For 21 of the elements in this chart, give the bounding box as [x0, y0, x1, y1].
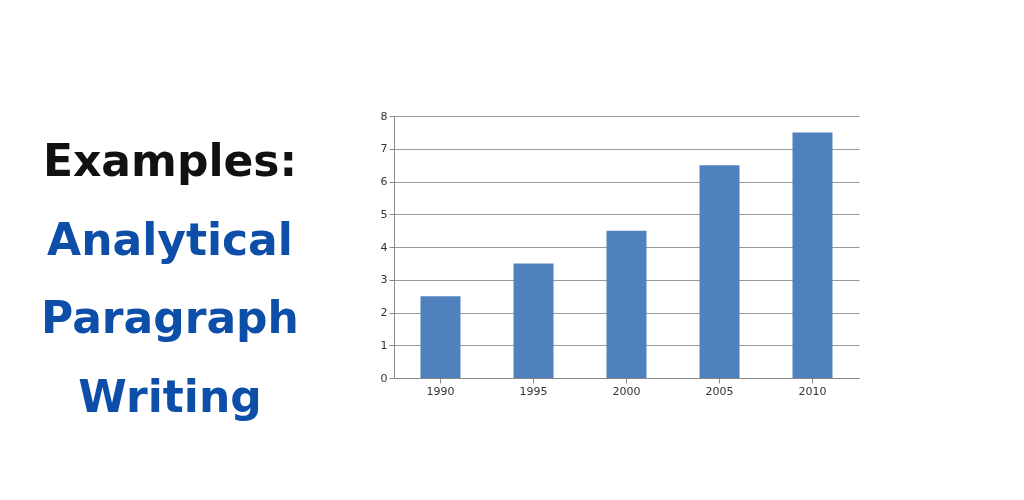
y-tick-label: 2: [380, 306, 388, 319]
y-tick-label: 8: [380, 109, 388, 123]
bar: [792, 132, 833, 378]
bar: [420, 296, 461, 378]
x-tick-label: 2005: [705, 384, 734, 398]
bar: [606, 230, 647, 378]
text: Analytical Paragraph Writing: [41, 213, 299, 422]
y-tick-label: 5: [380, 207, 388, 221]
y-tick-label: 7: [380, 142, 388, 156]
y-tick-label: 4: [380, 240, 388, 254]
bar: [513, 263, 554, 378]
bar: [699, 165, 740, 378]
x-tick-label: 2000: [612, 384, 641, 398]
x-tick-label: 1990: [426, 384, 455, 398]
y-tick-label: 0: [380, 371, 388, 385]
x-tick-label: 2010: [798, 384, 827, 398]
y-tick-label: 3: [380, 273, 388, 287]
y-tick-label: 1: [380, 338, 388, 352]
y-tick-label: 6: [380, 175, 388, 188]
x-tick-label: 1995: [519, 384, 548, 398]
chart-title: Examples:: [42, 135, 298, 187]
